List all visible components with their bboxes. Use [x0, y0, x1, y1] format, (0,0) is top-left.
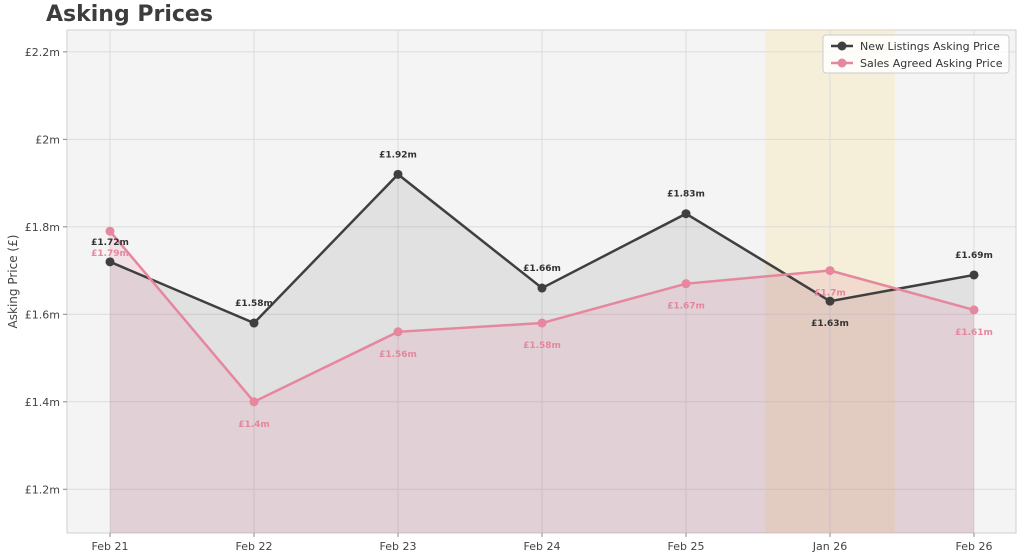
- chart-title: Asking Prices: [46, 2, 213, 27]
- new-listings-asking-price-point: [249, 318, 259, 328]
- y-tick-label: £1.8m: [25, 221, 60, 234]
- sales-agreed-asking-price-data-label: £1.61m: [955, 328, 993, 338]
- legend-marker-new-listings: [837, 41, 847, 51]
- legend-marker-sales-agreed: [837, 58, 847, 68]
- new-listings-asking-price-area: [110, 174, 974, 534]
- new-listings-asking-price-data-label: £1.58m: [235, 299, 273, 309]
- x-tick-label: Feb 25: [668, 540, 705, 553]
- sales-agreed-asking-price-point: [105, 226, 115, 236]
- new-listings-asking-price-data-label: £1.83m: [667, 190, 705, 200]
- y-tick-label: £1.6m: [25, 308, 60, 321]
- sales-agreed-asking-price-data-label: £1.67m: [667, 302, 705, 312]
- new-listings-asking-price-data-label: £1.63m: [811, 319, 849, 329]
- new-listings-asking-price-data-label: £1.66m: [523, 264, 561, 274]
- sales-agreed-asking-price-area: [110, 231, 974, 533]
- new-listings-asking-price-point: [825, 296, 835, 306]
- sales-agreed-asking-price-data-label: £1.7m: [814, 289, 846, 299]
- x-tick-label: Feb 21: [92, 540, 129, 553]
- y-tick-label: £2m: [35, 133, 60, 146]
- new-listings-asking-price-data-label: £1.92m: [379, 150, 417, 160]
- y-tick-label: £2.2m: [25, 46, 60, 59]
- new-listings-asking-price-data-label: £1.72m: [91, 238, 129, 248]
- sales-agreed-asking-price-point: [537, 318, 547, 328]
- x-tick-label: Feb 24: [524, 540, 561, 553]
- new-listings-asking-price-data-label: £1.69m: [955, 251, 993, 261]
- y-axis-label: Asking Price (£): [6, 235, 20, 329]
- new-listings-asking-price-point: [393, 169, 403, 179]
- sales-agreed-asking-price-point: [393, 327, 403, 337]
- sales-agreed-asking-price-data-label: £1.58m: [523, 341, 561, 351]
- x-tick-label: Feb 23: [380, 540, 417, 553]
- new-listings-asking-price-point: [969, 270, 979, 280]
- sales-agreed-asking-price-data-label: £1.56m: [379, 350, 417, 360]
- sales-agreed-asking-price-point: [969, 305, 979, 315]
- legend-label-sales-agreed: Sales Agreed Asking Price: [860, 57, 1003, 70]
- legend-label-new-listings: New Listings Asking Price: [860, 40, 1000, 53]
- sales-agreed-asking-price-point: [681, 279, 691, 289]
- x-tick-label: Feb 22: [236, 540, 273, 553]
- sales-agreed-asking-price-point: [825, 266, 835, 276]
- sales-agreed-asking-price-data-label: £1.4m: [238, 420, 270, 430]
- sales-agreed-asking-price-point: [249, 397, 259, 407]
- new-listings-asking-price-point: [537, 283, 547, 293]
- x-tick-label: Feb 26: [956, 540, 993, 553]
- sales-agreed-asking-price-data-label: £1.79m: [91, 249, 129, 259]
- legend: New Listings Asking Price Sales Agreed A…: [822, 34, 1010, 74]
- x-tick-label: Jan 26: [812, 540, 847, 553]
- y-tick-label: £1.4m: [25, 396, 60, 409]
- new-listings-asking-price-point: [681, 209, 691, 219]
- y-tick-label: £1.2m: [25, 483, 60, 496]
- legend-box: [822, 34, 1010, 74]
- new-listings-asking-price-point: [105, 257, 115, 267]
